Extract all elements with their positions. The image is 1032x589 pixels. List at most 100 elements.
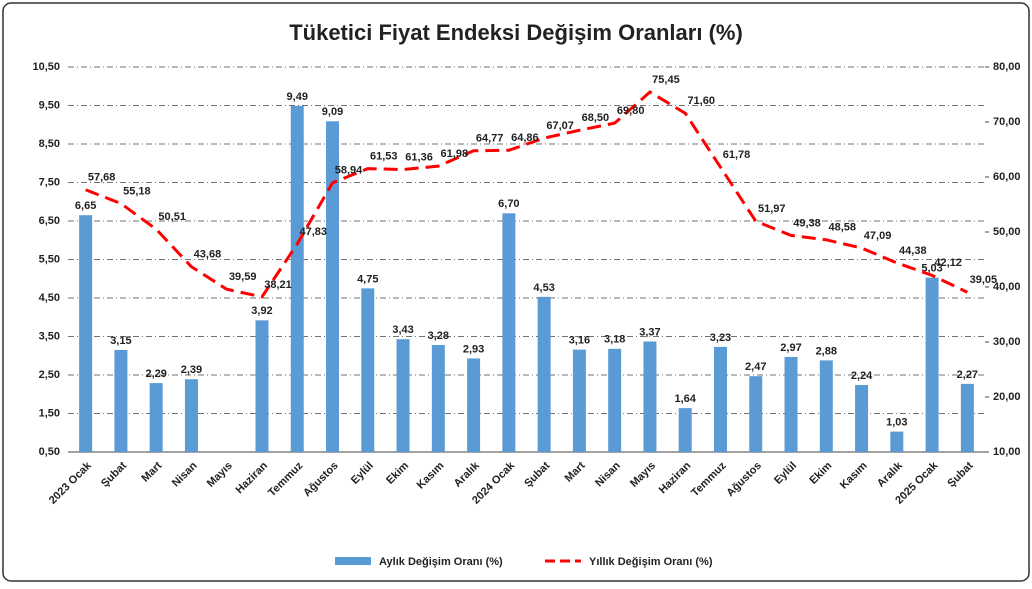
bar-value-label: 2,24 (851, 370, 873, 382)
line-value-label: 61,98 (441, 148, 469, 160)
line-value-label: 75,45 (652, 74, 680, 86)
bar-value-label: 3,18 (604, 334, 625, 346)
bar (819, 360, 833, 452)
bar (396, 339, 410, 452)
line-value-label: 47,83 (299, 226, 327, 238)
bar (608, 348, 622, 452)
y-tick-label: 2,50 (39, 369, 60, 381)
y-tick-label: 9,50 (39, 99, 60, 111)
chart-title: Tüketici Fiyat Endeksi Değişim Oranları … (289, 20, 743, 45)
line-value-label: 44,38 (899, 245, 927, 257)
bar (290, 105, 304, 452)
bar-value-label: 3,37 (639, 326, 660, 338)
bar-value-label: 2,97 (780, 342, 801, 354)
bar (79, 215, 93, 452)
y-tick-label: 4,50 (39, 292, 60, 304)
bar-value-label: 9,09 (322, 106, 343, 118)
y-tick-label: 10,50 (32, 61, 60, 73)
bar-value-label: 4,53 (533, 282, 554, 294)
bar-value-label: 1,03 (886, 417, 907, 429)
line-value-label: 61,78 (723, 149, 751, 161)
bar (114, 349, 128, 452)
bar-value-label: 3,92 (251, 305, 272, 317)
y2-tick-label: 70,00 (993, 116, 1021, 128)
bar-value-label: 3,16 (569, 334, 590, 346)
line-value-label: 58,94 (335, 165, 363, 177)
bar-value-label: 3,15 (110, 335, 131, 347)
line-value-label: 38,21 (264, 279, 292, 291)
line-value-label: 64,86 (511, 132, 539, 144)
line-value-label: 51,97 (758, 203, 786, 215)
bar (572, 349, 586, 452)
bar-value-label: 2,93 (463, 343, 484, 355)
bar-value-label: 2,88 (816, 345, 837, 357)
bar-value-label: 3,43 (392, 324, 413, 336)
line-value-label: 69,80 (617, 105, 645, 117)
line-value-label: 71,60 (687, 95, 715, 107)
legend-label: Aylık Değişim Oranı (%) (379, 556, 503, 568)
line-value-label: 64,77 (476, 133, 504, 145)
y2-tick-label: 20,00 (993, 391, 1021, 403)
y2-tick-label: 80,00 (993, 61, 1021, 73)
y2-tick-label: 30,00 (993, 336, 1021, 348)
bar-value-label: 2,27 (957, 369, 978, 381)
y2-tick-label: 10,00 (993, 446, 1021, 458)
line-value-label: 48,58 (829, 222, 857, 234)
y-tick-label: 7,50 (39, 176, 60, 188)
bar-value-label: 6,65 (75, 200, 96, 212)
y-tick-label: 8,50 (39, 138, 60, 150)
bar (855, 385, 869, 452)
bar (255, 320, 269, 452)
bar (890, 431, 904, 452)
bar (502, 213, 516, 452)
line-value-label: 49,38 (793, 217, 821, 229)
legend-label: Yıllık Değişim Oranı (%) (589, 556, 713, 568)
line-value-label: 39,05 (970, 274, 998, 286)
line-value-label: 55,18 (123, 185, 151, 197)
bar-value-label: 9,49 (287, 91, 308, 103)
y-tick-label: 3,50 (39, 330, 60, 342)
y-tick-label: 5,50 (39, 253, 60, 265)
bar (678, 408, 692, 452)
line-value-label: 50,51 (158, 211, 186, 223)
line (85, 90, 969, 299)
bar-value-label: 2,47 (745, 361, 766, 373)
bar (925, 277, 939, 452)
bar (149, 383, 163, 452)
bar-value-label: 3,28 (428, 330, 449, 342)
y2-tick-label: 50,00 (993, 226, 1021, 238)
bar (184, 379, 198, 452)
bar (713, 346, 727, 452)
bar-value-label: 5,03 (921, 263, 942, 275)
line-value-label: 61,36 (405, 151, 433, 163)
line-value-label: 43,68 (194, 249, 222, 261)
line-value-label: 39,59 (229, 271, 257, 283)
bar-value-label: 6,70 (498, 198, 519, 210)
bar (960, 383, 974, 452)
line-value-label: 61,53 (370, 150, 398, 162)
bar-value-label: 2,39 (181, 364, 202, 376)
bar (784, 356, 798, 452)
bar-value-label: 3,23 (710, 332, 731, 344)
bar-value-label: 4,75 (357, 273, 378, 285)
bar (326, 121, 340, 452)
line-value-label: 47,09 (864, 230, 892, 242)
line-value-label: 57,68 (88, 172, 116, 184)
bar (749, 376, 763, 452)
bar-value-label: 1,64 (675, 393, 697, 405)
bar (467, 358, 481, 452)
bar (431, 344, 445, 452)
line-value-label: 67,07 (546, 120, 574, 132)
line-value-label: 42,12 (934, 257, 962, 269)
bar-value-label: 2,29 (145, 368, 166, 380)
y2-tick-label: 40,00 (993, 281, 1021, 293)
line-value-label: 68,50 (582, 112, 610, 124)
bar (537, 296, 551, 452)
y-tick-label: 0,50 (39, 446, 60, 458)
y-tick-label: 1,50 (39, 407, 60, 419)
legend-swatch (335, 557, 371, 565)
bar (643, 341, 657, 452)
bar (361, 288, 375, 452)
